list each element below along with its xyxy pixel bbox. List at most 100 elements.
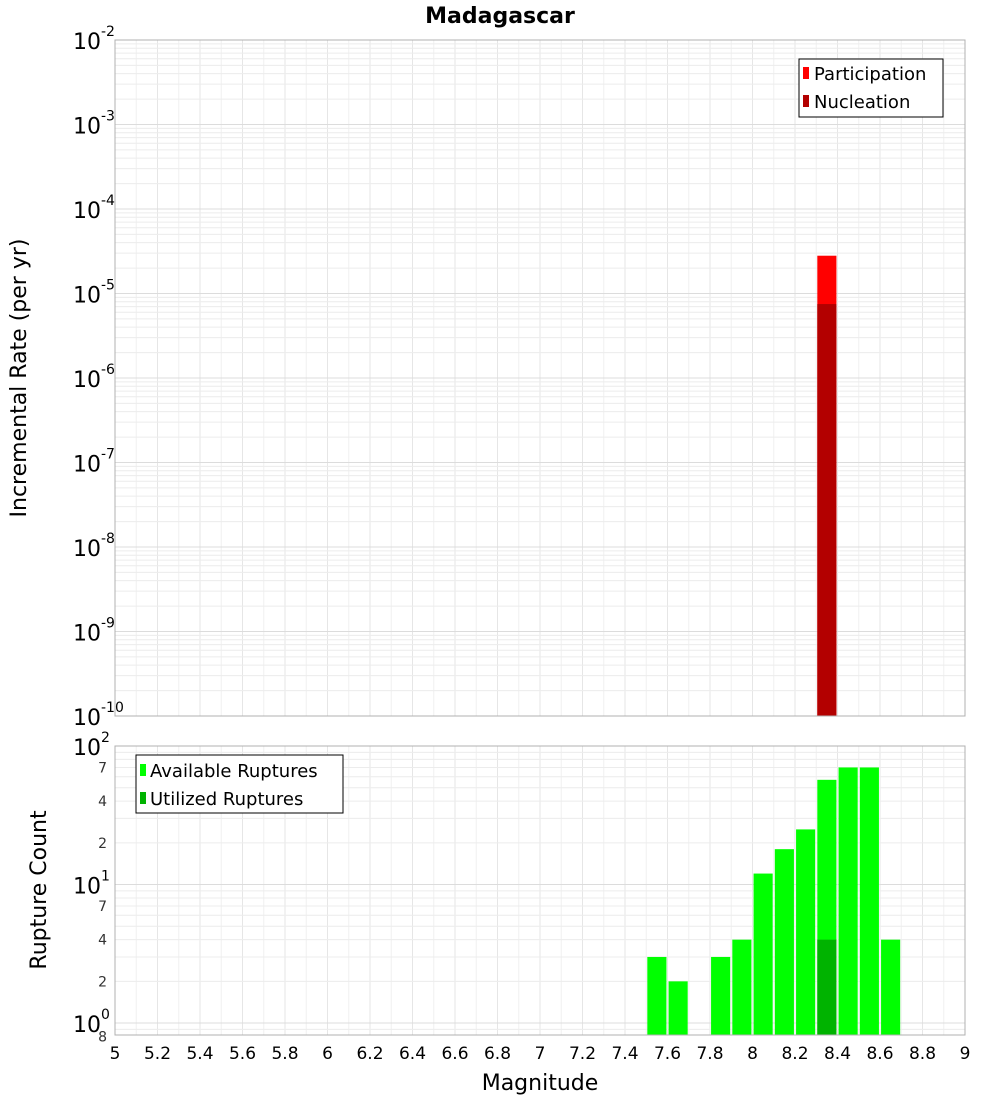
bottom-y-minor-tick-label: 4 [98, 933, 107, 949]
x-tick-labels: 5 5.2 5.4 5.6 5.8 6 6.2 6.4 6.6 6.8 7 7.2 7.4 7.6 7.8 8… [110, 1044, 971, 1064]
top-y-tick-label: 10-9 [73, 616, 115, 647]
x-tick-label: 6.8 [484, 1044, 511, 1064]
x-tick-label: 6.6 [441, 1044, 468, 1064]
top-y-tick-label: 10-8 [73, 531, 115, 562]
top-y-tick-base: 10 [73, 115, 101, 140]
bottom-y-minor-tick-label: 4 [98, 794, 107, 810]
bottom-bar-series-1 [817, 939, 837, 1035]
bottom-y-tick-exponent: 2 [101, 730, 110, 746]
top-y-tick-label: 10-6 [73, 362, 115, 393]
top-y-tick-base: 10 [73, 453, 101, 478]
bottom-y-minor-tick-label: 8 [98, 1029, 107, 1045]
top-y-tick-exponent: -7 [101, 447, 115, 463]
top-y-tick-label: 10-7 [73, 447, 115, 478]
bottom-y-minor-tick-label: 7 [98, 899, 107, 915]
x-tick-label: 5.6 [229, 1044, 256, 1064]
top-bars [817, 255, 837, 716]
bottom-bar-series-0 [647, 956, 667, 1035]
top-y-tick-base: 10 [73, 706, 101, 731]
top-y-tick-label: 10-10 [73, 700, 124, 731]
bottom-bar-series-0 [753, 873, 773, 1035]
bottom-y-major-tick-label: 102 [73, 730, 110, 761]
bottom-bar-series-0 [774, 849, 794, 1035]
top-y-tick-exponent: -6 [101, 362, 115, 378]
x-tick-label: 6.4 [399, 1044, 426, 1064]
bottom-bars [647, 767, 901, 1035]
top-y-axis-label: Incremental Rate (per yr) [7, 239, 32, 518]
x-tick-label: 7.4 [611, 1044, 638, 1064]
bottom-bar-series-0 [881, 939, 901, 1035]
chart-title: Madagascar [425, 4, 575, 29]
top-y-tick-base: 10 [73, 30, 101, 55]
top-y-tick-base: 10 [73, 368, 101, 393]
legend-swatch-utilized-ruptures [140, 792, 146, 804]
top-y-tick-base: 10 [73, 622, 101, 647]
bottom-bar-series-0 [796, 829, 816, 1035]
top-y-tick-exponent: -10 [101, 700, 124, 716]
x-tick-label: 8.4 [824, 1044, 851, 1064]
top-y-tick-base: 10 [73, 284, 101, 309]
bottom-y-axis-label: Rupture Count [27, 810, 52, 970]
top-grid [114, 40, 966, 717]
bottom-bar-series-0 [732, 939, 752, 1035]
legend-swatch-available-ruptures [140, 764, 146, 776]
x-tick-label: 5.8 [271, 1044, 298, 1064]
x-tick-label: 5.2 [144, 1044, 171, 1064]
top-y-tick-label: 10-2 [73, 24, 115, 55]
legend-label-utilized-ruptures: Utilized Ruptures [150, 789, 303, 810]
top-plot-border [114, 39, 966, 717]
bottom-bar-series-0 [838, 767, 858, 1035]
bottom-y-tick-exponent: 1 [101, 869, 110, 885]
x-tick-label: 7 [535, 1044, 546, 1064]
bottom-y-tick-exponent: 0 [101, 1007, 110, 1023]
top-bar-series-1 [817, 304, 837, 716]
top-y-tick-label: 10-3 [73, 109, 115, 140]
top-y-tick-exponent: -8 [101, 531, 115, 547]
x-tick-label: 8 [747, 1044, 758, 1064]
x-tick-label: 7.2 [569, 1044, 596, 1064]
legend-label-participation: Participation [814, 64, 926, 85]
legend-label-available-ruptures: Available Ruptures [150, 761, 318, 782]
top-y-tick-base: 10 [73, 199, 101, 224]
bottom-y-minor-tick-label: 2 [98, 974, 107, 990]
bottom-plot-border [114, 745, 966, 1036]
top-y-tick-label: 10-4 [73, 193, 115, 224]
bottom-bar-series-0 [711, 956, 731, 1035]
x-tick-label: 8.8 [909, 1044, 936, 1064]
bottom-bar-series-0 [668, 981, 688, 1035]
bottom-bar-series-0 [859, 767, 879, 1035]
bottom-y-minor-tick-label: 7 [98, 760, 107, 776]
x-tick-label: 7.8 [696, 1044, 723, 1064]
bottom-y-minor-tick-label: 2 [98, 836, 107, 852]
top-y-tick-exponent: -3 [101, 109, 115, 125]
top-legend: Participation Nucleation [798, 58, 944, 118]
x-tick-label: 9 [960, 1044, 971, 1064]
top-y-tick-exponent: -2 [101, 24, 115, 40]
x-tick-label: 8.2 [781, 1044, 808, 1064]
x-tick-label: 7.6 [654, 1044, 681, 1064]
x-tick-label: 6.2 [356, 1044, 383, 1064]
legend-label-nucleation: Nucleation [814, 92, 910, 113]
bottom-y-major-tick-label: 100 [73, 1007, 110, 1038]
x-tick-label: 5 [110, 1044, 121, 1064]
top-legend-box [798, 58, 944, 118]
bottom-y-tick-base: 10 [73, 1013, 101, 1038]
bottom-y-tick-base: 10 [73, 875, 101, 900]
legend-swatch-nucleation [803, 95, 809, 107]
top-y-tick-exponent: -5 [101, 278, 115, 294]
top-y-tick-exponent: -4 [101, 193, 115, 209]
x-axis-label: Magnitude [482, 1071, 599, 1096]
x-tick-label: 6 [322, 1044, 333, 1064]
top-y-tick-exponent: -9 [101, 616, 115, 632]
top-y-tick-base: 10 [73, 537, 101, 562]
bottom-legend-box [135, 754, 344, 814]
legend-swatch-participation [803, 67, 809, 79]
x-tick-label: 5.4 [186, 1044, 213, 1064]
bottom-y-tick-base: 10 [73, 736, 101, 761]
bottom-legend: Available Ruptures Utilized Ruptures [135, 754, 344, 814]
